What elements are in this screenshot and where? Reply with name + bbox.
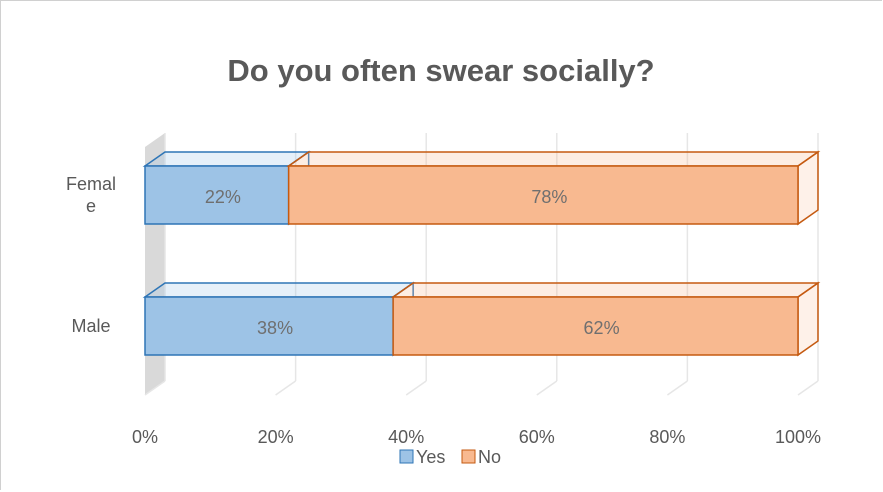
- bar-top-face: [142, 151, 312, 167]
- bar-segment: [390, 281, 821, 357]
- bar-front-face: [287, 165, 799, 225]
- x-tick-label: 100%: [775, 427, 821, 447]
- data-label: 38%: [257, 318, 293, 338]
- gridline-floor: [405, 380, 427, 396]
- category-label: e: [86, 196, 96, 216]
- chart-title: Do you often swear socially?: [227, 53, 654, 88]
- gridline-floor: [144, 380, 166, 396]
- x-tick-label: 60%: [519, 427, 555, 447]
- bar-segment: [142, 150, 312, 226]
- gridline-floor: [666, 380, 688, 396]
- x-tick-label: 0%: [132, 427, 158, 447]
- legend-swatch: [399, 449, 414, 464]
- gridline-floor: [536, 380, 558, 396]
- bar-front-face: [144, 165, 290, 225]
- bar-top-face: [286, 151, 821, 167]
- data-label: 78%: [531, 187, 567, 207]
- x-tick-label: 20%: [258, 427, 294, 447]
- gridline-floor: [797, 380, 819, 396]
- category-label: Femal: [66, 174, 116, 194]
- bar-segment: [286, 150, 821, 226]
- x-tick-label: 40%: [388, 427, 424, 447]
- category-label: Male: [71, 316, 110, 336]
- bar-segment: [142, 281, 416, 357]
- legend-swatch: [461, 449, 476, 464]
- bar-top-face: [142, 282, 416, 298]
- legend-label: Yes: [416, 447, 445, 467]
- x-tick-label: 80%: [649, 427, 685, 447]
- data-label: 22%: [205, 187, 241, 207]
- legend: Yes No: [399, 447, 501, 467]
- bar-front-face: [392, 296, 799, 356]
- bar-top-face: [390, 282, 821, 298]
- gridline-floor: [275, 380, 297, 396]
- legend-label: No: [478, 447, 501, 467]
- data-label: 62%: [584, 318, 620, 338]
